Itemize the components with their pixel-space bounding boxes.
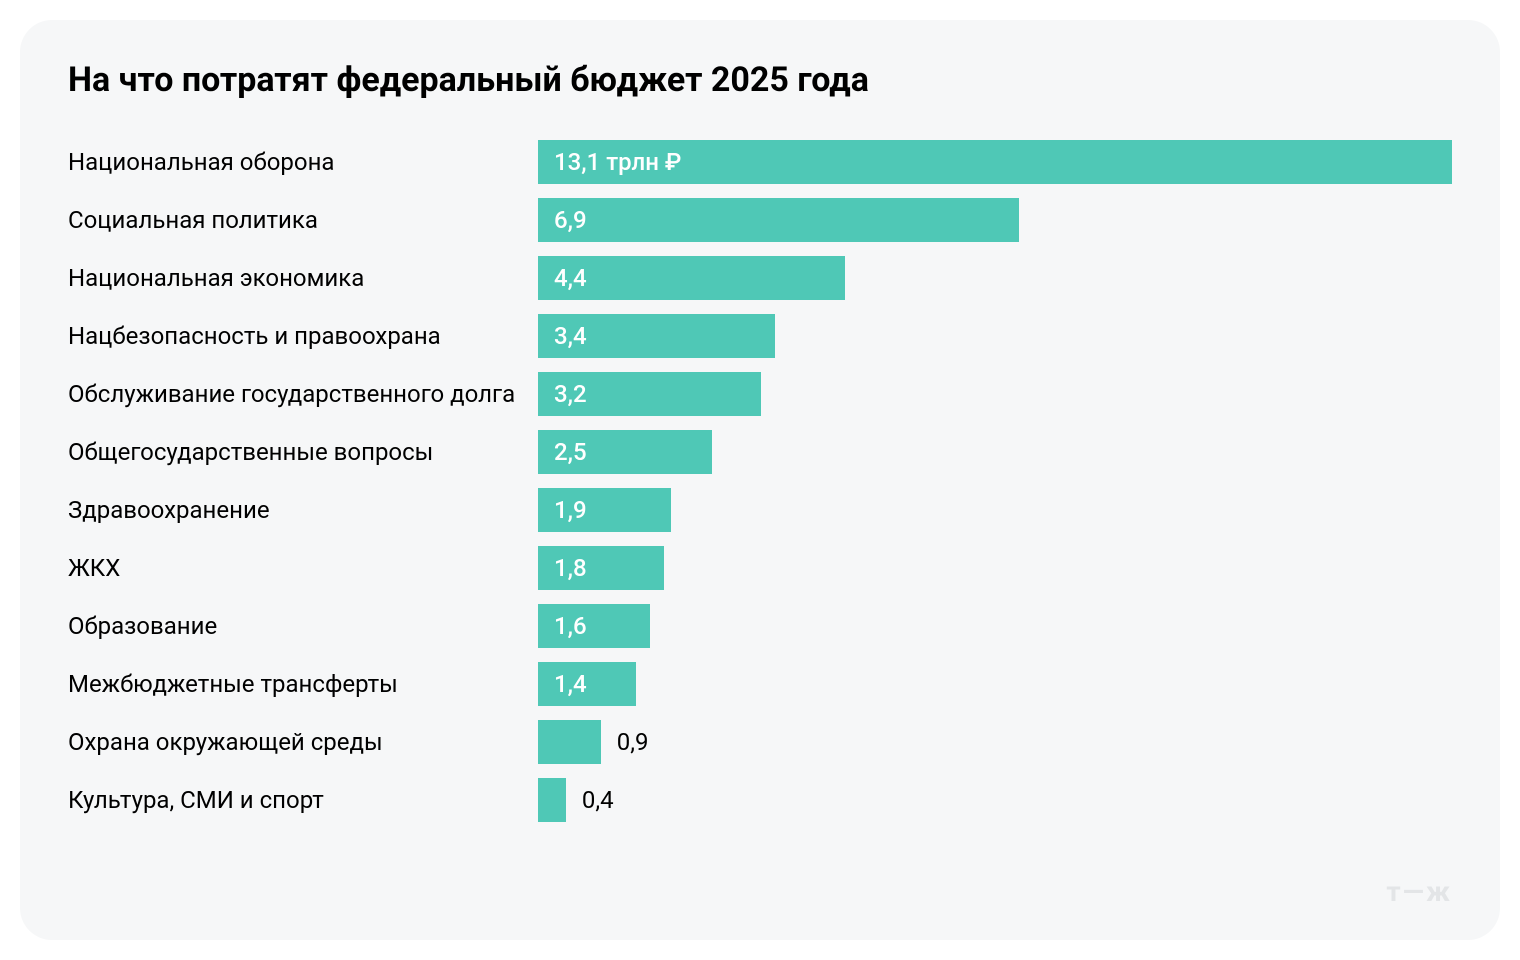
chart-card: На что потратят федеральный бюджет 2025 … (20, 20, 1500, 940)
chart-row: ЖКХ1,8 (68, 546, 1452, 590)
chart-row: Социальная политика6,9 (68, 198, 1452, 242)
bar-value-inside: 1,9 (538, 496, 587, 524)
row-label: Охрана окружающей среды (68, 728, 538, 756)
bar: 1,6 (538, 604, 650, 648)
chart-row: Обслуживание государственного долга3,2 (68, 372, 1452, 416)
bar-value-inside: 6,9 (538, 206, 587, 234)
chart-row: Национальная экономика4,4 (68, 256, 1452, 300)
row-label: Социальная политика (68, 206, 538, 234)
bar-wrap: 2,5 (538, 430, 1452, 474)
bar-value-inside: 4,4 (538, 264, 587, 292)
chart-row: Нацбезопасность и правоохрана3,4 (68, 314, 1452, 358)
bar: 2,5 (538, 430, 712, 474)
bar-wrap: 3,4 (538, 314, 1452, 358)
row-label: Общегосударственные вопросы (68, 438, 538, 466)
chart-row: Охрана окружающей среды 0,9 (68, 720, 1452, 764)
bar-wrap: 4,4 (538, 256, 1452, 300)
row-label: Культура, СМИ и спорт (68, 786, 538, 814)
bar-wrap: 0,9 (538, 720, 1452, 764)
row-label: Обслуживание государственного долга (68, 380, 538, 408)
bar-value-inside: 3,4 (538, 322, 587, 350)
chart-row: Национальная оборона13,1 трлн ₽ (68, 140, 1452, 184)
row-label: ЖКХ (68, 554, 538, 582)
bar-wrap: 1,6 (538, 604, 1452, 648)
bar: 1,4 (538, 662, 636, 706)
row-label: Здравоохранение (68, 496, 538, 524)
bar-wrap: 1,4 (538, 662, 1452, 706)
row-label: Национальная экономика (68, 264, 538, 292)
bar-value-outside: 0,4 (566, 786, 614, 814)
chart-row: Культура, СМИ и спорт 0,4 (68, 778, 1452, 822)
bar-value-inside: 1,8 (538, 554, 587, 582)
bar: 4,4 (538, 256, 845, 300)
bar-wrap: 6,9 (538, 198, 1452, 242)
bar-chart: Национальная оборона13,1 трлн ₽ Социальна… (68, 140, 1452, 822)
bar: 13,1 трлн ₽ (538, 140, 1452, 184)
bar-wrap: 1,8 (538, 546, 1452, 590)
row-label: Образование (68, 612, 538, 640)
chart-row: Межбюджетные трансферты1,4 (68, 662, 1452, 706)
bar-value-inside: 3,2 (538, 380, 587, 408)
bar-value-inside: 2,5 (538, 438, 587, 466)
row-label: Межбюджетные трансферты (68, 670, 538, 698)
chart-title: На что потратят федеральный бюджет 2025 … (68, 60, 1452, 100)
watermark: т—ж (1386, 875, 1452, 908)
bar: 6,9 (538, 198, 1019, 242)
bar-wrap: 13,1 трлн ₽ (538, 140, 1452, 184)
bar (538, 778, 566, 822)
bar: 3,4 (538, 314, 775, 358)
chart-row: Общегосударственные вопросы2,5 (68, 430, 1452, 474)
bar: 1,8 (538, 546, 664, 590)
bar-value-inside: 1,6 (538, 612, 587, 640)
row-label: Национальная оборона (68, 148, 538, 176)
bar: 1,9 (538, 488, 671, 532)
bar-value-outside: 0,9 (601, 728, 649, 756)
bar-wrap: 0,4 (538, 778, 1452, 822)
bar (538, 720, 601, 764)
bar-wrap: 1,9 (538, 488, 1452, 532)
chart-row: Здравоохранение1,9 (68, 488, 1452, 532)
bar: 3,2 (538, 372, 761, 416)
bar-value-inside: 1,4 (538, 670, 587, 698)
bar-wrap: 3,2 (538, 372, 1452, 416)
row-label: Нацбезопасность и правоохрана (68, 322, 538, 350)
chart-row: Образование1,6 (68, 604, 1452, 648)
bar-value-inside: 13,1 трлн ₽ (538, 148, 681, 176)
